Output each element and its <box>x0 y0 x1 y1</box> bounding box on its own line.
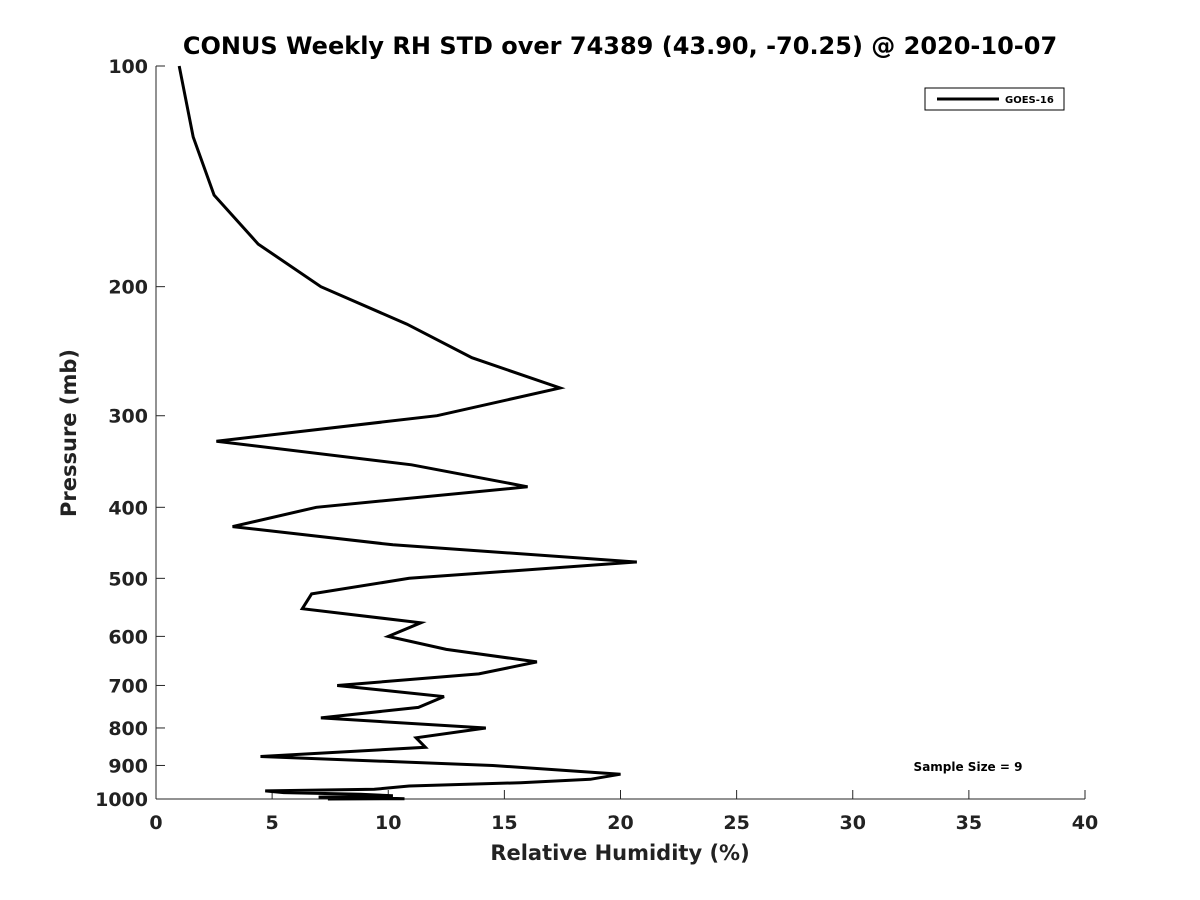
x-tick-label: 30 <box>840 812 866 834</box>
sample-size-annotation: Sample Size = 9 <box>914 760 1023 774</box>
chart-title: CONUS Weekly RH STD over 74389 (43.90, -… <box>183 32 1057 60</box>
y-axis-label: Pressure (mb) <box>57 349 81 517</box>
x-tick-label: 15 <box>491 812 517 834</box>
y-tick-label: 400 <box>108 497 148 519</box>
x-tick-label: 20 <box>607 812 633 834</box>
y-tick-label: 900 <box>108 755 148 777</box>
y-tick-label: 1000 <box>95 789 148 811</box>
x-tick-label: 25 <box>723 812 749 834</box>
x-tick-label: 0 <box>149 812 162 834</box>
x-axis-label: Relative Humidity (%) <box>490 841 749 865</box>
x-tick-label: 10 <box>375 812 401 834</box>
y-tick-label: 800 <box>108 718 148 740</box>
x-tick-label: 5 <box>266 812 279 834</box>
y-tick-label: 300 <box>108 406 148 428</box>
legend: GOES-16 <box>924 87 1065 111</box>
legend-label-goes-16: GOES-16 <box>1005 95 1054 106</box>
y-tick-label: 500 <box>108 568 148 590</box>
x-tick-label: 40 <box>1072 812 1098 834</box>
series-layer <box>177 65 637 801</box>
axes: 0 5 10 15 20 25 30 35 40 100 200 300 400 500 600 700 800… <box>95 56 1098 834</box>
y-tick-label: 700 <box>108 675 148 697</box>
x-tick-label: 35 <box>956 812 982 834</box>
y-tick-label: 200 <box>108 277 148 299</box>
series-line-goes-16 <box>177 65 637 801</box>
y-tick-label: 600 <box>108 626 148 648</box>
y-tick-label: 100 <box>108 56 148 78</box>
